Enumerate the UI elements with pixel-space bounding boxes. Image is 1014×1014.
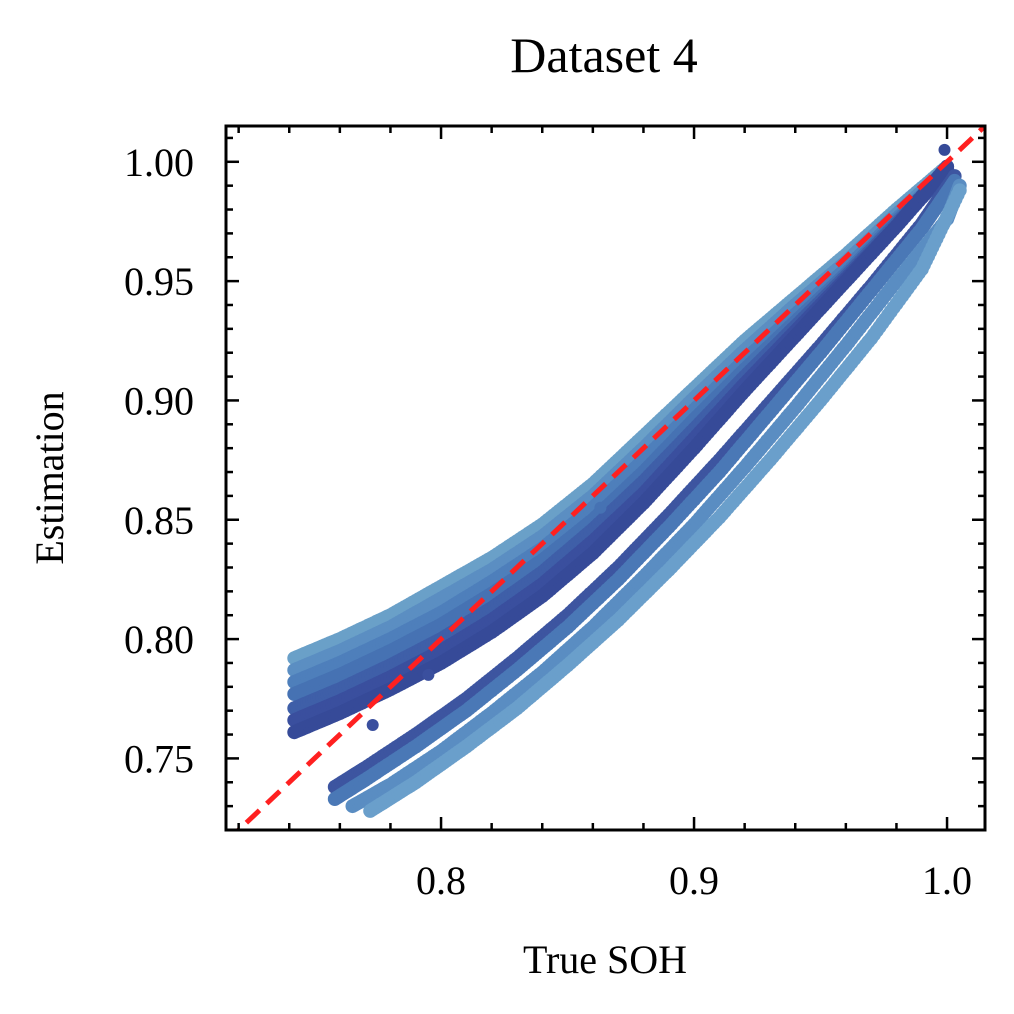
- x-tick-label: 0.9: [669, 858, 719, 903]
- series-layer: [287, 143, 967, 818]
- outlier-point: [422, 668, 435, 681]
- y-tick-label: 0.90: [124, 378, 194, 423]
- x-tick-label: 0.8: [416, 858, 466, 903]
- data-point: [952, 183, 967, 198]
- reference-line-layer: [235, 126, 985, 830]
- y-tick-label: 1.00: [124, 140, 194, 185]
- series-11: [363, 183, 967, 818]
- plot-frame: [224, 124, 987, 832]
- x-axis-label: True SOH: [523, 937, 687, 982]
- outlier-point: [366, 719, 379, 731]
- outlier-point: [594, 501, 607, 514]
- y-tick-label: 0.80: [124, 617, 194, 662]
- y-tick-label: 0.85: [124, 498, 194, 543]
- y-axis-label: Estimation: [27, 391, 72, 564]
- y-tick-label: 0.95: [124, 259, 194, 304]
- reference-line: [235, 126, 985, 830]
- tick-layer: 0.8 0.9 1.0 0.75 0.80 0.85 0.90 0.95 1.00: [124, 126, 985, 903]
- series-1: [287, 159, 955, 666]
- x-tick-label: 1.0: [922, 858, 972, 903]
- outlier-point: [938, 143, 951, 156]
- chart-title: Dataset 4: [510, 27, 697, 83]
- series-9: [327, 173, 962, 806]
- y-tick-label: 0.75: [124, 736, 194, 781]
